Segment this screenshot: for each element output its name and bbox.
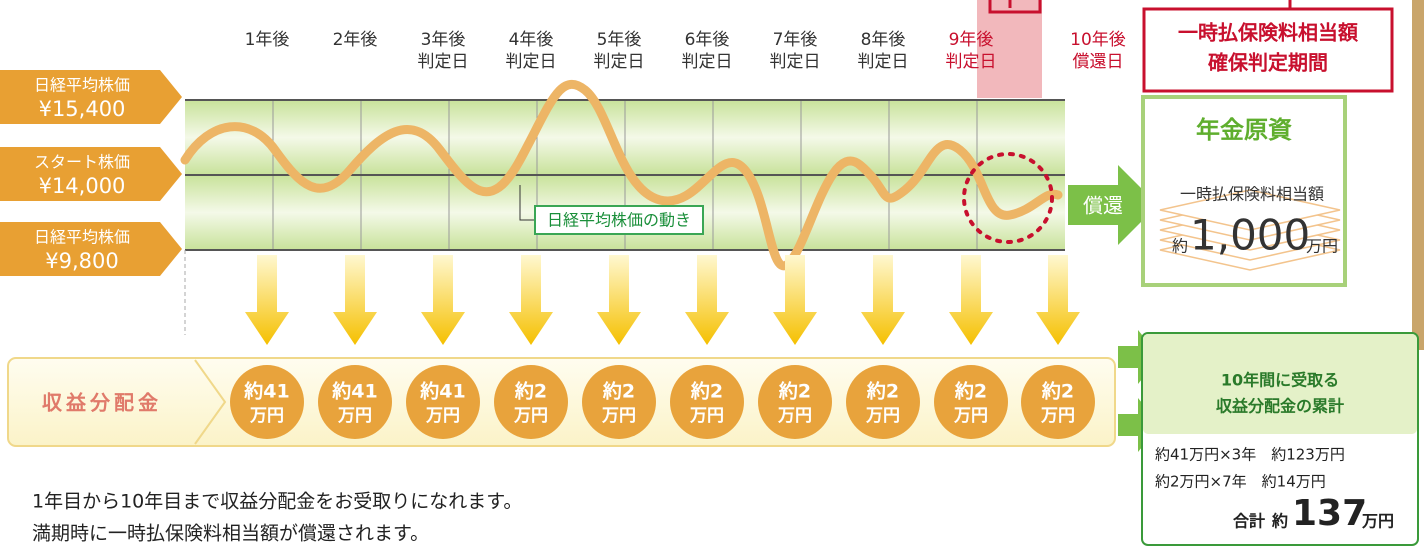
redemption: 償還 [1083, 194, 1123, 218]
down-arrow [333, 255, 377, 345]
down-arrow [949, 255, 993, 345]
pension-unit: 万円 [1306, 237, 1338, 256]
down-arrow [421, 255, 465, 345]
coin-amount: 約2 [1041, 380, 1074, 403]
year-label: 1年後 [245, 30, 290, 50]
down-arrow [685, 255, 729, 345]
coin-amount: 約2 [690, 380, 723, 403]
year-label: 判定日 [770, 52, 821, 72]
coin-unit: 万円 [513, 406, 548, 426]
coin-amount: 約2 [778, 380, 811, 403]
coin-amount: 約41 [331, 380, 377, 403]
coin-unit: 万円 [777, 406, 812, 426]
year-label: 8年後 [861, 30, 906, 50]
total-amount: 137 [1292, 493, 1367, 534]
coin-unit: 万円 [865, 406, 900, 426]
year-label: 7年後 [773, 30, 818, 50]
year-label: 5年後 [597, 30, 642, 50]
year-label: 4年後 [509, 30, 554, 50]
period-line: 確保判定期間 [1207, 51, 1328, 75]
down-arrow [861, 255, 905, 345]
down-arrow [597, 255, 641, 345]
year-label: 判定日 [594, 52, 645, 72]
chart-label: 日経平均株価の動き [547, 211, 691, 230]
year-label: 2年後 [333, 30, 378, 50]
year-label: 判定日 [682, 52, 733, 72]
total-prefix: 約 [1271, 512, 1288, 531]
year-label: 判定日 [418, 52, 469, 72]
year-label: 6年後 [685, 30, 730, 50]
year-label: 3年後 [421, 30, 466, 50]
price-value: ¥15,400 [39, 97, 126, 121]
year-label: 判定日 [946, 52, 997, 72]
total-line: 約2万円×7年 約14万円 [1155, 473, 1326, 491]
distribution-label: 収益分配金 [42, 391, 162, 415]
coin-unit: 万円 [425, 406, 460, 426]
coin-amount: 約41 [243, 380, 289, 403]
down-arrow [509, 255, 553, 345]
period-line: 一時払保険料相当額 [1178, 21, 1359, 45]
coin-unit: 万円 [249, 406, 284, 426]
coin-amount: 約2 [602, 380, 635, 403]
coin-unit: 万円 [601, 406, 636, 426]
coin-amount: 約2 [866, 380, 899, 403]
price-name: スタート株価 [34, 153, 130, 172]
price-name: 日経平均株価 [34, 76, 130, 95]
coin-unit: 万円 [1040, 406, 1075, 426]
price-value: ¥14,000 [39, 174, 126, 198]
down-arrow [245, 255, 289, 345]
pension-label: 一時払保険料相当額 [1180, 185, 1324, 204]
coin-amount: 約41 [419, 380, 465, 403]
total-title: 10年間に受取る [1221, 371, 1339, 390]
year-label: 判定日 [858, 52, 909, 72]
pension-amount: 1,000 [1190, 211, 1310, 260]
total-unit: 万円 [1361, 512, 1394, 531]
pension-title: 年金原資 [1196, 116, 1292, 144]
coin-amount: 約2 [954, 380, 987, 403]
total-title: 収益分配金の累計 [1216, 397, 1344, 416]
year-label: 10年後 [1070, 30, 1126, 50]
price-value: ¥9,800 [45, 249, 118, 273]
coin-amount: 約2 [514, 380, 547, 403]
diagram: 日経平均株価の動き 償還 年金原資 一時払保険料相当額 約 1,000 万円 一… [0, 0, 1424, 551]
year-label: 判定日 [506, 52, 557, 72]
total-line: 約41万円×3年 約123万円 [1155, 446, 1345, 464]
coin-unit: 万円 [953, 406, 988, 426]
total-label: 合計 [1232, 512, 1265, 531]
coin-unit: 万円 [689, 406, 724, 426]
note: 1年目から10年目まで収益分配金をお受取りになれます。 [32, 491, 522, 513]
coin-unit: 万円 [337, 406, 372, 426]
year-label: 償還日 [1073, 52, 1124, 72]
year-label: 9年後 [949, 30, 994, 50]
down-arrow [1036, 255, 1080, 345]
pension-prefix: 約 [1172, 237, 1188, 256]
side-bar [1412, 0, 1424, 350]
note: 満期時に一時払保険料相当額が償還されます。 [32, 523, 429, 545]
price-name: 日経平均株価 [34, 228, 130, 247]
